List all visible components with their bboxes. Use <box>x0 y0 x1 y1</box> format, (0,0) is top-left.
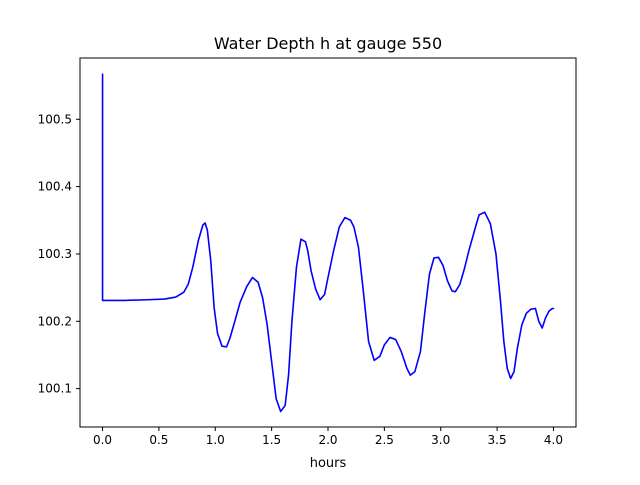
x-tick-label: 1.5 <box>262 433 281 447</box>
y-tick-label: 100.4 <box>38 180 72 194</box>
chart-title: Water Depth h at gauge 550 <box>214 34 442 53</box>
y-tick-label: 100.3 <box>38 247 72 261</box>
series-line-0 <box>101 73 555 413</box>
x-tick-label: 4.0 <box>544 433 563 447</box>
x-tick-label: 3.0 <box>431 433 450 447</box>
y-tick-label: 100.1 <box>38 382 72 396</box>
x-tick-label: 1.0 <box>206 433 225 447</box>
x-axis-label: hours <box>310 456 347 471</box>
x-tick-label: 2.0 <box>318 433 337 447</box>
x-tick-label: 3.5 <box>488 433 507 447</box>
y-tick-label: 100.2 <box>38 314 72 328</box>
x-tick-label: 0.0 <box>93 433 112 447</box>
x-tick-label: 2.5 <box>375 433 394 447</box>
x-tick-label: 0.5 <box>149 433 168 447</box>
y-tick-label: 100.5 <box>38 112 72 126</box>
